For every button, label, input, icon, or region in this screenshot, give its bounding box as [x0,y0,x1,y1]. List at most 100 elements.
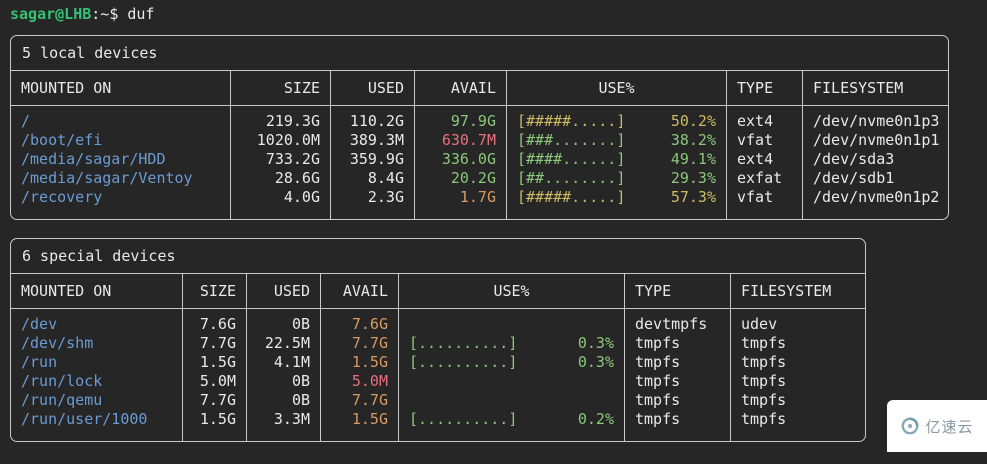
cell-mounted-on: /media/sagar/Ventoy [21,169,193,187]
special-devices-table: 6 special devices MOUNTED ON SIZE USED A… [10,238,866,442]
cell-use-percent: [##........] 29.3% [506,169,726,188]
cell-mounted-on: /dev/shm [21,334,94,352]
local-devices-table: 5 local devices MOUNTED ON SIZE USED AVA… [10,35,949,220]
special-table-grid: MOUNTED ON SIZE USED AVAIL USE% TYPE FIL… [11,274,865,441]
cell-use-percent: [####......] 49.1% [506,150,726,169]
special-table-title: 6 special devices [11,239,865,274]
cell-used: 4.1M [246,353,320,372]
cell-use-percent: [..........] 0.3% [398,334,624,353]
cell-filesystem: tmpfs [730,391,865,410]
header-type: TYPE [726,71,802,106]
header-use-percent: USE% [398,274,624,309]
cell-type: tmpfs [624,391,730,410]
cell-size: 1.5G [182,353,246,372]
cell-used: 22.5M [246,334,320,353]
cell-mounted-on: /recovery [21,188,103,206]
cell-filesystem: tmpfs [730,353,865,372]
cell-mounted-on: /boot/efi [21,131,103,149]
cell-avail: 1.5G [320,410,398,441]
cell-avail: 630.7M [414,131,506,150]
cell-mounted-on: /run/user/1000 [21,410,148,428]
header-avail: AVAIL [320,274,398,309]
cell-filesystem: udev [730,309,865,334]
watermark-text: 亿速云 [925,417,974,436]
usage-bar: [#####.....] [517,112,626,130]
yisu-watermark: 亿速云 [887,400,987,452]
usage-bar: [##........] [517,169,626,187]
cell-size: 4.0G [230,188,330,219]
prompt-suffix: :~$ [91,5,119,23]
cell-mounted-on: /dev [21,315,58,333]
cell-use-percent: [#####.....] 57.3% [506,188,726,219]
cell-use-percent: [..........] 0.3% [398,353,624,372]
usage-bar: [###.......] [517,131,626,149]
cell-mounted-on: /run [21,353,58,371]
cell-type: ext4 [726,106,802,131]
cell-size: 5.0M [182,372,246,391]
cell-filesystem: /dev/nvme0n1p1 [802,131,948,150]
cell-filesystem: tmpfs [730,334,865,353]
yisu-logo-icon [902,417,919,435]
usage-bar: [..........] [409,334,518,352]
cell-size: 7.6G [182,309,246,334]
cell-filesystem: tmpfs [730,372,865,391]
header-used: USED [330,71,414,106]
cell-avail: 5.0M [320,372,398,391]
prompt-user-host: sagar@LHB [10,5,92,23]
cell-type: exfat [726,169,802,188]
cell-avail: 20.2G [414,169,506,188]
cell-size: 1020.0M [230,131,330,150]
cell-avail: 336.0G [414,150,506,169]
cell-type: devtmpfs [624,309,730,334]
header-used: USED [246,274,320,309]
cell-used: 0B [246,372,320,391]
cell-filesystem: /dev/sdb1 [802,169,948,188]
usage-bar: [#####.....] [517,188,626,206]
cell-size: 219.3G [230,106,330,131]
cell-use-percent [398,391,624,410]
cell-type: tmpfs [624,334,730,353]
usage-percent: 0.3% [577,353,614,371]
usage-percent: 38.2% [670,131,716,149]
cell-used: 389.3M [330,131,414,150]
cell-use-percent: [#####.....] 50.2% [506,106,726,131]
cell-used: 0B [246,391,320,410]
cell-avail: 7.6G [320,309,398,334]
cell-used: 110.2G [330,106,414,131]
cell-filesystem: tmpfs [730,410,865,441]
usage-percent: 49.1% [670,150,716,168]
cell-mounted-on: /run/qemu [21,391,103,409]
header-avail: AVAIL [414,71,506,106]
cell-avail: 1.7G [414,188,506,219]
cell-type: tmpfs [624,372,730,391]
cell-use-percent: [###.......] 38.2% [506,131,726,150]
cell-size: 7.7G [182,334,246,353]
header-filesystem: FILESYSTEM [802,71,948,106]
cell-use-percent [398,372,624,391]
usage-percent: 29.3% [670,169,716,187]
cell-type: tmpfs [624,410,730,441]
usage-bar: [..........] [409,353,518,371]
cell-used: 8.4G [330,169,414,188]
cell-size: 28.6G [230,169,330,188]
header-filesystem: FILESYSTEM [730,274,865,309]
cell-used: 2.3G [330,188,414,219]
cell-used: 0B [246,309,320,334]
cell-type: vfat [726,188,802,219]
cell-size: 1.5G [182,410,246,441]
cell-size: 7.7G [182,391,246,410]
usage-bar: [..........] [409,410,518,428]
cell-filesystem: /dev/sda3 [802,150,948,169]
cell-avail: 1.5G [320,353,398,372]
header-size: SIZE [182,274,246,309]
header-type: TYPE [624,274,730,309]
shell-prompt-line: sagar@LHB:~$ duf [10,4,977,25]
cell-type: vfat [726,131,802,150]
header-use-percent: USE% [506,71,726,106]
usage-percent: 0.3% [577,334,614,352]
cell-mounted-on: /media/sagar/HDD [21,150,166,168]
cell-used: 3.3M [246,410,320,441]
usage-bar: [####......] [517,150,626,168]
cell-mounted-on: /run/lock [21,372,103,390]
